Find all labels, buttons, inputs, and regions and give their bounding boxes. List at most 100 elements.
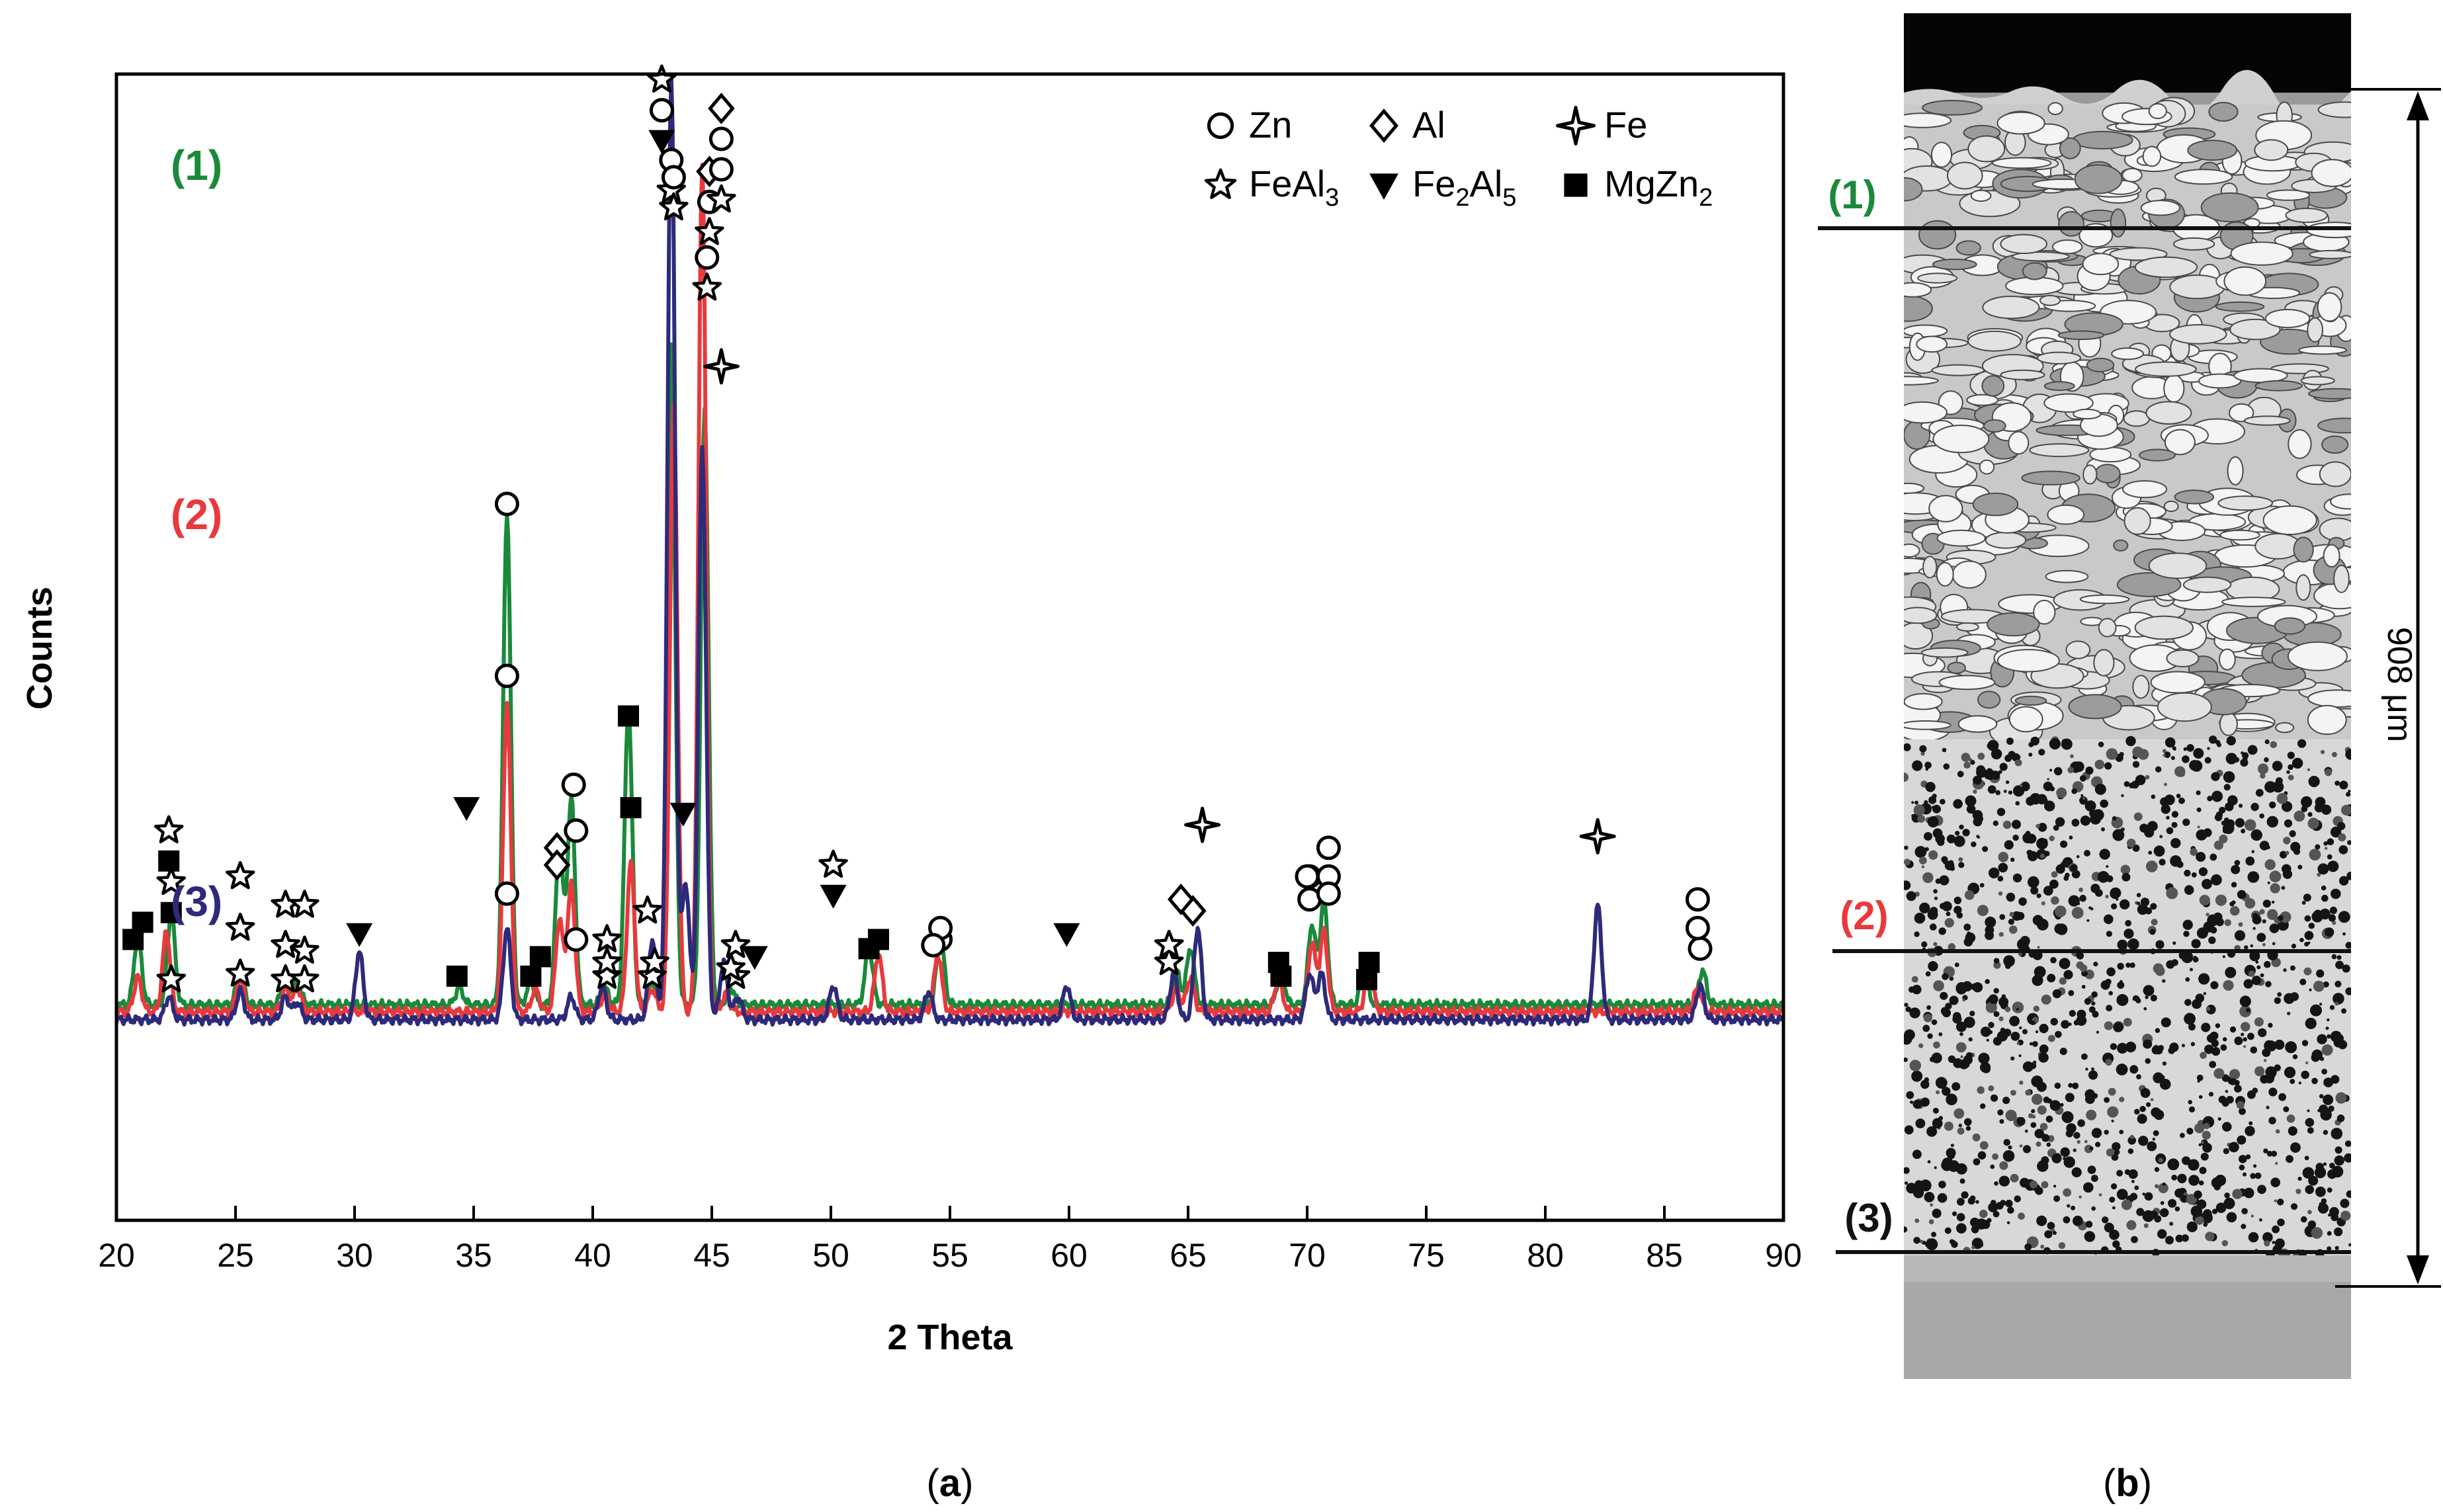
speckle bbox=[2247, 745, 2258, 755]
speckle bbox=[2162, 749, 2166, 753]
star-icon bbox=[225, 861, 255, 890]
speckle bbox=[1934, 896, 1938, 900]
speckle bbox=[2311, 1077, 2318, 1085]
speckle bbox=[1978, 1052, 1990, 1064]
speckle bbox=[2106, 864, 2109, 868]
speckle bbox=[2337, 821, 2346, 830]
speckle bbox=[1942, 1087, 1951, 1096]
star-icon bbox=[659, 192, 689, 221]
grain bbox=[2134, 615, 2194, 640]
speckle bbox=[2077, 1140, 2080, 1144]
speckle bbox=[2119, 1130, 2124, 1134]
speckle bbox=[2278, 1093, 2287, 1101]
speckle bbox=[2053, 1231, 2057, 1236]
speckle bbox=[2084, 997, 2092, 1005]
speckle bbox=[2348, 790, 2351, 793]
speckle bbox=[2321, 1198, 2327, 1204]
grain bbox=[2219, 529, 2260, 541]
speckle bbox=[2041, 901, 2045, 905]
micrograph-image bbox=[1904, 13, 2351, 1379]
speckle bbox=[1911, 801, 1914, 804]
speckle bbox=[2116, 1169, 2123, 1177]
speckle bbox=[2084, 850, 2090, 857]
speckle bbox=[2123, 781, 2130, 787]
speckle bbox=[2311, 1049, 2323, 1061]
speckle bbox=[2085, 1220, 2093, 1228]
grain bbox=[1921, 647, 1969, 658]
speckle bbox=[1971, 1245, 1975, 1249]
speckle bbox=[1943, 763, 1950, 770]
speckle bbox=[2198, 1180, 2204, 1186]
phase-marker-group bbox=[1295, 864, 1320, 889]
triangle-icon bbox=[648, 130, 675, 154]
speckle bbox=[2213, 917, 2220, 923]
speckle bbox=[2313, 980, 2325, 992]
grain bbox=[2039, 294, 2061, 306]
star-icon bbox=[225, 958, 255, 987]
speckle bbox=[2009, 911, 2014, 917]
circle-icon bbox=[494, 663, 519, 689]
speckle bbox=[2239, 1155, 2247, 1163]
speckle bbox=[2190, 1205, 2203, 1218]
speckle bbox=[2229, 905, 2240, 916]
speckle bbox=[1931, 1232, 1937, 1238]
speckle bbox=[2104, 914, 2114, 925]
speckle bbox=[2071, 818, 2080, 827]
grain bbox=[1987, 612, 2040, 637]
speckle bbox=[1988, 1085, 1994, 1091]
speckle bbox=[2028, 753, 2033, 757]
speckle bbox=[2125, 735, 2136, 747]
speckle bbox=[2272, 1225, 2280, 1234]
speckle bbox=[2050, 956, 2057, 964]
speckle bbox=[1914, 800, 1919, 805]
speckle bbox=[2032, 1041, 2038, 1047]
speckle bbox=[1910, 1100, 1914, 1104]
speckle bbox=[1952, 1211, 1957, 1216]
speckle bbox=[2334, 1155, 2344, 1166]
speckle bbox=[2287, 1011, 2291, 1015]
grain bbox=[1982, 296, 2040, 319]
speckle bbox=[2289, 830, 2296, 837]
speckle bbox=[1911, 814, 1915, 818]
speckle bbox=[1936, 1090, 1940, 1095]
speckle bbox=[2016, 1007, 2019, 1011]
speckle bbox=[2105, 1058, 2112, 1066]
circle-icon bbox=[1316, 835, 1341, 861]
phase-marker-group bbox=[818, 849, 848, 909]
speckle bbox=[1997, 876, 2004, 882]
grain bbox=[2166, 649, 2200, 667]
speckle bbox=[1976, 815, 1984, 823]
speckle bbox=[1963, 923, 1971, 931]
grain bbox=[2135, 361, 2197, 377]
grain bbox=[1966, 394, 1999, 406]
series-label-1: (1) bbox=[171, 142, 222, 189]
arrow-down-icon bbox=[2407, 1255, 2429, 1284]
speckle bbox=[2315, 844, 2321, 850]
grain bbox=[1922, 100, 1983, 116]
speckle bbox=[2186, 1221, 2198, 1232]
speckle bbox=[2234, 1079, 2240, 1086]
speckle bbox=[2091, 1206, 2096, 1211]
speckle bbox=[2264, 757, 2269, 763]
speckle bbox=[2034, 966, 2046, 978]
speckle bbox=[2056, 787, 2067, 798]
speckle bbox=[2112, 1142, 2121, 1152]
star-icon bbox=[290, 935, 320, 964]
speckle bbox=[1991, 872, 1996, 878]
speckle bbox=[2247, 871, 2260, 883]
speckle bbox=[2133, 812, 2143, 821]
speckle bbox=[2194, 749, 2200, 756]
legend-item-al: Al bbox=[1369, 104, 1445, 146]
speckle bbox=[2327, 1034, 2331, 1039]
grain bbox=[2173, 237, 2215, 251]
speckle bbox=[2227, 795, 2238, 806]
grain bbox=[2208, 102, 2239, 122]
speckle bbox=[2203, 992, 2207, 995]
grain bbox=[2123, 410, 2151, 427]
speckle bbox=[2243, 979, 2253, 989]
speckle bbox=[2102, 1216, 2109, 1224]
speckle bbox=[1914, 931, 1920, 937]
triangle-icon bbox=[1369, 173, 1398, 200]
speckle bbox=[2300, 1216, 2307, 1223]
phase-marker-group bbox=[494, 663, 519, 689]
